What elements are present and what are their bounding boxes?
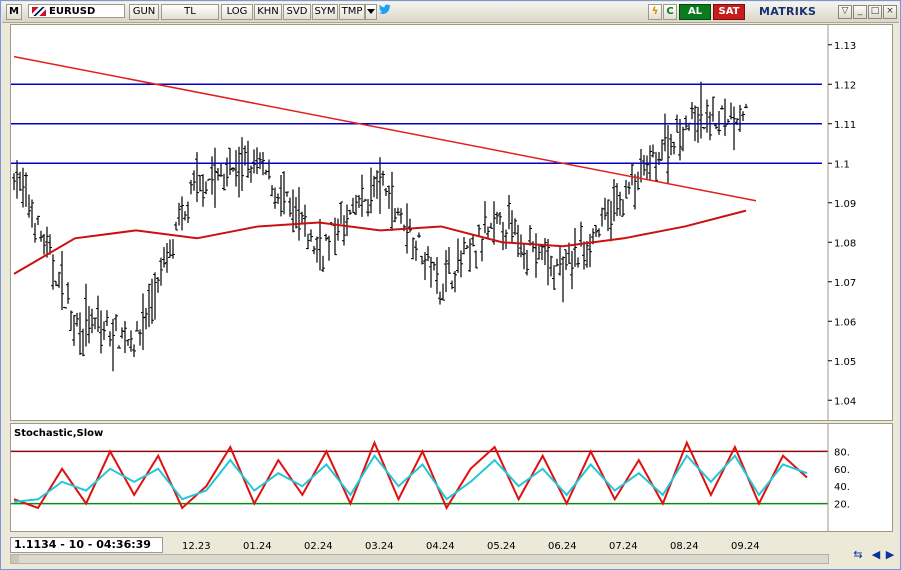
currency-tl-button[interactable]: TL — [161, 4, 219, 20]
lightning-button[interactable]: ϟ — [648, 4, 662, 20]
price-tick-label: 1.04 — [834, 396, 856, 407]
price-chart[interactable]: 1.04 1.05 1.06 1.07 1.08 1.09 1.1 1.11 1.12 1.13 — [11, 25, 892, 420]
link-button[interactable]: C — [663, 4, 677, 20]
tmp-button[interactable]: TMP — [339, 4, 365, 20]
scroll-left-button[interactable]: ◀ — [870, 548, 882, 562]
x-axis-label: 08.24 — [670, 541, 699, 552]
sym-button[interactable]: SYM — [312, 4, 338, 20]
x-axis-label: 09.24 — [731, 541, 760, 552]
scroll-right-button[interactable]: ▶ — [884, 548, 896, 562]
trendline[interactable] — [13, 55, 757, 202]
price-tick-label: 1.13 — [834, 41, 856, 52]
x-axis-label: 04.24 — [426, 541, 455, 552]
khn-button[interactable]: KHN — [254, 4, 282, 20]
period-gun-button[interactable]: GUN — [129, 4, 159, 20]
arrow-right-icon: ▶ — [885, 548, 895, 561]
cursor-readout: 1.1134 - 10 - 04:36:39 — [10, 537, 163, 553]
price-tick-label: 1.06 — [834, 317, 856, 328]
price-bars — [12, 81, 748, 372]
stochastic-slow-line — [13, 454, 808, 503]
stochastic-tick-label: 80. — [834, 447, 850, 458]
price-tick-label: 1.07 — [834, 278, 856, 289]
x-axis-label: 01.24 — [243, 541, 272, 552]
stochastic-title: Stochastic,Slow — [14, 428, 103, 439]
x-axis-label: 12.23 — [182, 541, 211, 552]
price-tick-label: 1.09 — [834, 199, 856, 210]
moving-average-line — [13, 209, 747, 275]
horizontal-scrollbar[interactable] — [10, 554, 829, 564]
minimize-button[interactable]: _ — [853, 5, 867, 19]
menu-m-button[interactable]: M — [6, 4, 22, 20]
svd-button[interactable]: SVD — [283, 4, 311, 20]
symbol-label: EURUSD — [49, 6, 96, 17]
log-button[interactable]: LOG — [221, 4, 253, 20]
flag-icon — [32, 7, 46, 16]
stochastic-tick-label: 40. — [834, 482, 850, 493]
x-axis-label: 07.24 — [609, 541, 638, 552]
price-tick-label: 1.08 — [834, 238, 856, 249]
stochastic-chart[interactable]: Stochastic,Slow 20. 40. 60. 80. — [11, 424, 892, 531]
stochastic-tick-label: 20. — [834, 500, 850, 511]
close-button[interactable]: × — [883, 5, 897, 19]
lightning-icon: ϟ — [651, 6, 659, 17]
x-axis-label: 06.24 — [548, 541, 577, 552]
price-tick-label: 1.05 — [834, 357, 856, 368]
price-tick-label: 1.1 — [834, 159, 850, 170]
stochastic-panel[interactable]: Stochastic,Slow 20. 40. 60. 80. — [10, 423, 893, 532]
c-icon: C — [666, 6, 674, 17]
maximize-button[interactable]: □ — [868, 5, 882, 19]
stochastic-axis: 20. 40. 60. 80. — [834, 447, 850, 510]
price-tick-label: 1.11 — [834, 120, 856, 131]
price-axis: 1.04 1.05 1.06 1.07 1.08 1.09 1.1 1.11 1.12 1.13 — [828, 41, 856, 407]
stochastic-tick-label: 60. — [834, 465, 850, 476]
sell-button[interactable]: SAT — [713, 4, 745, 20]
price-tick-label: 1.12 — [834, 80, 856, 91]
window-menu-button[interactable]: ▽ — [838, 5, 852, 19]
bird-icon — [379, 4, 391, 15]
x-axis-label: 03.24 — [365, 541, 394, 552]
refresh-button[interactable]: ⇆ — [852, 548, 864, 562]
scroll-thumb[interactable] — [11, 555, 19, 563]
symbol-field[interactable]: EURUSD — [28, 4, 125, 18]
arrow-left-icon: ◀ — [871, 548, 881, 561]
x-axis-label: 02.24 — [304, 541, 333, 552]
matriks-logo: MATRIKS — [759, 5, 817, 18]
x-axis-label: 05.24 — [487, 541, 516, 552]
chart-toolbar: M EURUSD GUN TL LOG KHN SVD SYM TMP ϟ C … — [2, 2, 899, 23]
refresh-icon: ⇆ — [853, 548, 863, 561]
tmp-dropdown-button[interactable] — [365, 4, 377, 20]
twitter-button[interactable] — [379, 4, 391, 18]
price-chart-panel[interactable]: 1.04 1.05 1.06 1.07 1.08 1.09 1.1 1.11 1.12 1.13 — [10, 24, 893, 421]
buy-button[interactable]: AL — [679, 4, 711, 20]
triangle-down-icon — [367, 8, 375, 14]
